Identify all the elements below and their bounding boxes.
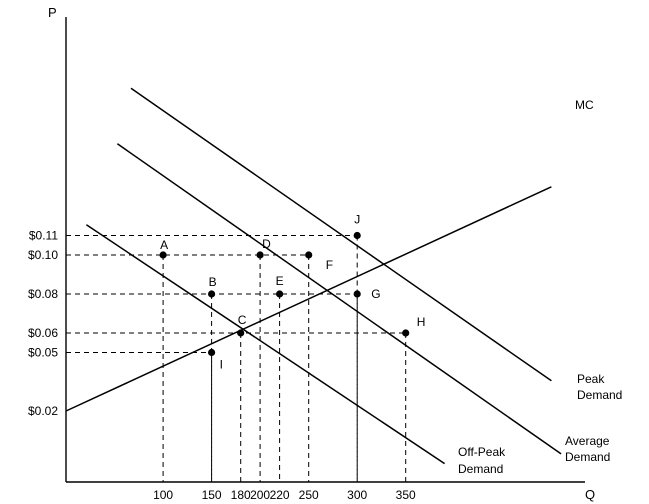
off-peak-demand-label: Off-Peak [458,445,506,459]
point-G-marker [353,290,361,298]
point-A-marker [159,251,167,259]
x-tick-label: 300 [347,488,367,502]
point-I-label: I [220,358,223,372]
labeled-points: A B C D E F G H I J [159,213,426,372]
y-tick-label: $0.06 [28,326,58,340]
average-demand-label: Average [565,434,610,448]
average-demand-curve [116,143,562,455]
x-tick-label: 100 [153,488,173,502]
x-tick-label: 200 [250,488,270,502]
point-C-marker [237,329,245,337]
point-D-label: D [262,237,271,251]
curve-labels: MC Peak Demand Average Demand Off-Peak Demand [458,98,622,476]
point-H-label: H [417,315,426,329]
x-tick-labels: 100 150 180 200 220 250 300 350 [153,488,416,502]
point-J-marker [353,231,361,240]
point-F-label: F [326,258,333,272]
peak-demand-label: Demand [577,388,622,402]
y-tick-label: $0.10 [28,248,58,262]
point-F-marker [305,251,313,259]
off-peak-demand-curve [85,224,446,465]
point-D-marker [256,251,264,259]
x-tick-label: 250 [299,488,319,502]
y-tick-label: $0.11 [29,229,58,243]
peak-demand-label: Peak [577,372,605,386]
point-B-label: B [209,275,217,289]
point-G-label: G [371,287,380,301]
x-tick-label: 220 [270,488,290,502]
point-H-marker [402,329,410,337]
y-tick-labels: $0.11 $0.10 $0.08 $0.06 $0.05 $0.02 [28,229,58,419]
y-tick-label: $0.08 [28,287,58,301]
y-tick-label: $0.02 [28,404,58,418]
x-tick-label: 180 [231,488,251,502]
point-I-marker [208,348,216,357]
average-demand-label: Demand [565,450,610,464]
off-peak-demand-label: Demand [458,462,503,476]
x-tick-label: 150 [202,488,222,502]
x-tick-label: 350 [396,488,416,502]
x-axis-title: Q [585,487,595,502]
point-A-label: A [160,238,168,252]
mc-curve [65,186,552,412]
point-C-label: C [238,313,247,327]
point-B-marker [208,290,216,298]
point-E-label: E [276,274,284,288]
y-axis-title: P [48,5,57,20]
point-J-label: J [354,213,360,227]
curves [65,87,562,465]
peak-demand-curve [130,87,552,382]
y-tick-label: $0.05 [28,346,58,360]
dashed-guide-lines [66,235,407,482]
mc-label: MC [575,98,594,112]
point-E-marker [276,290,284,298]
